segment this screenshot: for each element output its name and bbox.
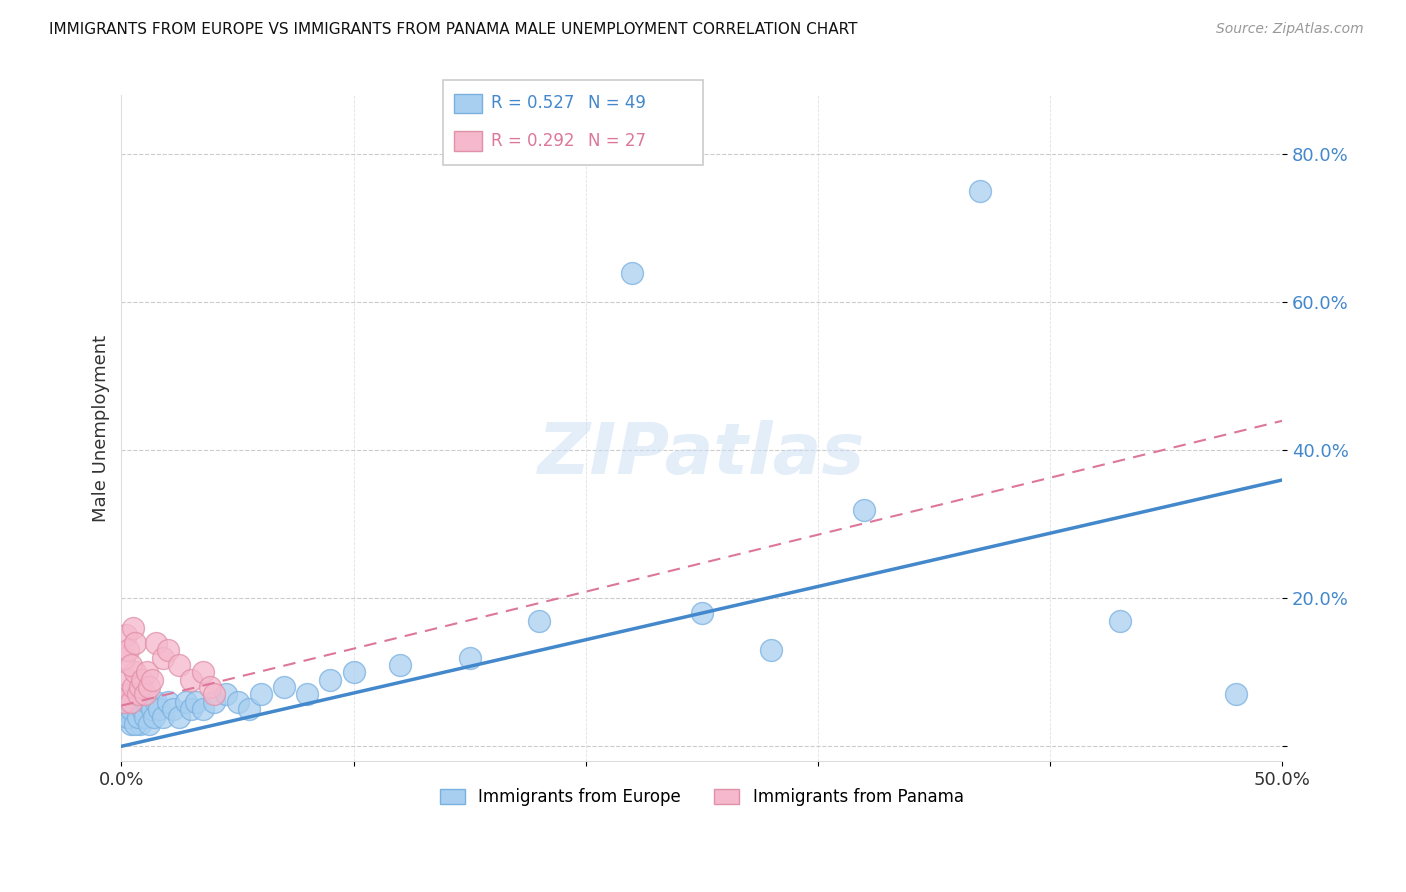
Point xyxy=(191,665,214,680)
Point xyxy=(215,688,238,702)
Point xyxy=(122,695,145,709)
Point xyxy=(142,709,165,723)
Point xyxy=(124,636,146,650)
Point xyxy=(131,673,153,687)
Point xyxy=(184,695,207,709)
Point xyxy=(115,688,138,702)
Point xyxy=(124,709,146,723)
Point xyxy=(761,643,783,657)
Point xyxy=(529,614,551,628)
Point xyxy=(273,680,295,694)
Point xyxy=(319,673,342,687)
Point xyxy=(117,643,139,657)
Point xyxy=(226,695,249,709)
Point xyxy=(120,695,142,709)
Point xyxy=(127,702,149,716)
Point xyxy=(117,673,139,687)
Point xyxy=(124,665,146,680)
Point xyxy=(115,688,138,702)
Text: N = 49: N = 49 xyxy=(588,95,645,112)
Point xyxy=(127,709,149,723)
Point xyxy=(129,717,152,731)
Point xyxy=(134,709,156,723)
Point xyxy=(295,688,318,702)
Point xyxy=(191,702,214,716)
Text: N = 27: N = 27 xyxy=(588,132,645,150)
Point xyxy=(152,709,174,723)
Point xyxy=(120,717,142,731)
Point xyxy=(131,702,153,716)
Point xyxy=(169,657,191,672)
Point xyxy=(156,643,179,657)
Point xyxy=(690,606,713,620)
Point xyxy=(134,688,156,702)
Point xyxy=(180,702,202,716)
Point xyxy=(458,650,481,665)
Point xyxy=(112,650,135,665)
Point xyxy=(169,709,191,723)
Point xyxy=(180,673,202,687)
Point xyxy=(122,695,145,709)
Point xyxy=(120,657,142,672)
Text: R = 0.292: R = 0.292 xyxy=(491,132,574,150)
Point xyxy=(136,665,159,680)
Point xyxy=(115,709,138,723)
Y-axis label: Male Unemployment: Male Unemployment xyxy=(93,334,110,522)
Point xyxy=(129,680,152,694)
Legend: Immigrants from Europe, Immigrants from Panama: Immigrants from Europe, Immigrants from … xyxy=(433,781,970,813)
Point xyxy=(138,680,160,694)
Point xyxy=(124,717,146,731)
Point xyxy=(148,702,170,716)
Point xyxy=(145,695,167,709)
Text: IMMIGRANTS FROM EUROPE VS IMMIGRANTS FROM PANAMA MALE UNEMPLOYMENT CORRELATION C: IMMIGRANTS FROM EUROPE VS IMMIGRANTS FRO… xyxy=(49,22,858,37)
Point xyxy=(136,695,159,709)
Point xyxy=(342,665,364,680)
Point xyxy=(238,702,260,716)
Point xyxy=(152,650,174,665)
Point xyxy=(115,628,138,642)
Point xyxy=(202,695,225,709)
Point xyxy=(853,502,876,516)
Point xyxy=(117,709,139,723)
Point xyxy=(141,702,163,716)
Point xyxy=(112,695,135,709)
Point xyxy=(389,657,412,672)
Point xyxy=(145,636,167,650)
Point xyxy=(202,688,225,702)
Point xyxy=(176,695,198,709)
Point xyxy=(621,266,644,280)
Point xyxy=(162,702,184,716)
Text: R = 0.527: R = 0.527 xyxy=(491,95,574,112)
Point xyxy=(120,702,142,716)
Point xyxy=(141,673,163,687)
Point xyxy=(122,621,145,635)
Point xyxy=(127,688,149,702)
Text: ZIPatlas: ZIPatlas xyxy=(538,420,866,490)
Point xyxy=(156,695,179,709)
Point xyxy=(1108,614,1130,628)
Point xyxy=(969,185,991,199)
Point xyxy=(117,702,139,716)
Point xyxy=(138,717,160,731)
Point xyxy=(122,680,145,694)
Text: Source: ZipAtlas.com: Source: ZipAtlas.com xyxy=(1216,22,1364,37)
Point xyxy=(1225,688,1247,702)
Point xyxy=(249,688,271,702)
Point xyxy=(112,695,135,709)
Point xyxy=(198,680,221,694)
